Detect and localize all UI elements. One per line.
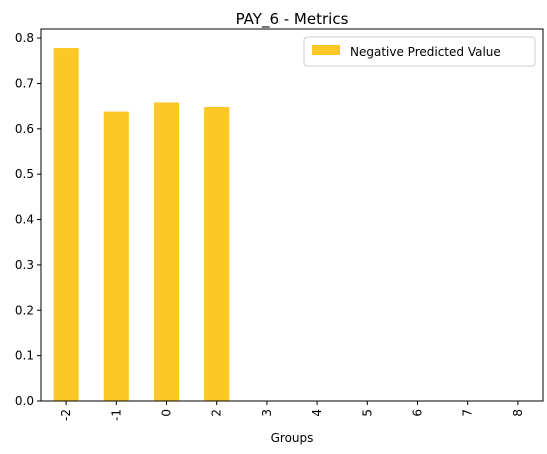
y-tick-label: 0.4 (15, 213, 34, 227)
x-tick-label: 5 (360, 409, 374, 417)
y-tick-label: 0.6 (15, 122, 34, 136)
bars-group (53, 48, 230, 402)
y-tick-label: 0.7 (15, 76, 34, 90)
legend-box (303, 36, 536, 67)
x-tick-label: 3 (260, 409, 274, 417)
x-tick-label: 2 (210, 409, 224, 417)
x-tick-label: 8 (511, 409, 525, 417)
bar--1 (103, 111, 129, 401)
x-axis-ticks: -2 -1 0 2 3 4 5 6 7 8 (59, 401, 525, 421)
x-tick-label: 4 (310, 409, 324, 417)
legend-label: Negative Predicted Value (350, 45, 501, 59)
y-axis-ticks: 0.0 0.1 0.2 0.3 0.4 0.5 0.6 0.7 0.8 (15, 31, 41, 408)
bar-2 (204, 107, 230, 401)
x-tick-label: -1 (109, 409, 123, 421)
y-tick-label: 0.5 (15, 167, 34, 181)
bar--2 (53, 48, 79, 402)
x-tick-label: 0 (160, 409, 174, 417)
y-tick-label: 0.0 (15, 394, 34, 408)
y-tick-label: 0.3 (15, 258, 34, 272)
x-tick-label: 6 (411, 409, 425, 417)
x-axis-label: Groups (271, 431, 314, 445)
legend: Negative Predicted Value (303, 36, 536, 67)
chart-title: PAY_6 - Metrics (236, 10, 349, 29)
y-tick-label: 0.8 (15, 31, 34, 45)
y-tick-label: 0.2 (15, 303, 34, 317)
bar-0 (153, 102, 180, 402)
legend-swatch (312, 45, 340, 55)
y-tick-label: 0.1 (15, 349, 34, 363)
x-tick-label: -2 (59, 409, 73, 421)
plot-frame (40, 28, 544, 402)
x-tick-label: 7 (461, 409, 475, 417)
